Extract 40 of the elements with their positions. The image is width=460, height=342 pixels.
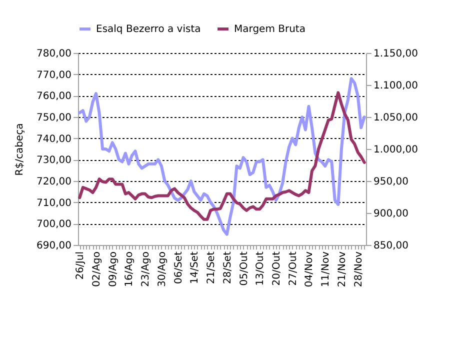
y2-tick-label: 1.100,00 (374, 80, 418, 92)
x-tick-label: 14/Set (190, 251, 201, 284)
x-tick-label: 20/Out (272, 251, 282, 286)
y2-tick-label: 950,00 (374, 176, 408, 188)
y-tick-label: 750,00 (36, 112, 72, 124)
y-tick-label: 760,00 (36, 91, 72, 102)
x-tick-label: 13/Out (255, 251, 266, 286)
x-tick-label: 30/Ago (156, 252, 168, 287)
x-tick-label: 06/Set (173, 251, 184, 284)
x-tick-label: 11/Nov (320, 251, 332, 288)
y-tick-label: 730,00 (36, 155, 72, 166)
line-series (78, 91, 366, 221)
y2-tick-label: 850,00 (374, 240, 408, 252)
y-tick-label: 690,00 (36, 240, 72, 252)
x-tick-label: 16/Ago (124, 252, 136, 287)
x-tick-label: 09/Ago (108, 252, 119, 287)
x-tick-label: 28/Nov (353, 251, 364, 288)
x-tick-label: 26/Jul (75, 252, 86, 280)
y2-tick-label: 1.000,00 (374, 144, 418, 156)
x-tick-label: 04/Nov (304, 251, 316, 288)
x-tick-label: 02/Ago (92, 252, 102, 287)
y2-tick-label: 900,00 (374, 208, 408, 220)
x-tick-label: 21/Nov (336, 251, 348, 288)
y-tick-label: 770,00 (36, 70, 72, 81)
legend-label: Esalq Bezerro a vista (96, 24, 201, 35)
y-tick-label: 780,00 (36, 48, 72, 60)
y-tick-label: 710,00 (36, 198, 72, 209)
y-tick-label: 740,00 (36, 134, 72, 145)
x-tick-label: 05/Out (238, 251, 250, 286)
y2-tick-label: 1.150,00 (374, 48, 418, 60)
line-series (78, 77, 366, 236)
y-tick-label: 720,00 (36, 176, 72, 188)
legend-label: Margem Bruta (234, 24, 306, 35)
x-tick-label: 21/Set (206, 251, 218, 284)
y2-tick-label: 1.050,00 (374, 112, 418, 124)
y-axis-title: R$/cabeça (14, 123, 26, 176)
x-tick-label: 28/Set (222, 251, 234, 284)
x-tick-label: 27/Out (288, 251, 299, 286)
y-tick-label: 700,00 (36, 219, 72, 230)
x-tick-label: 23/Ago (140, 252, 152, 287)
